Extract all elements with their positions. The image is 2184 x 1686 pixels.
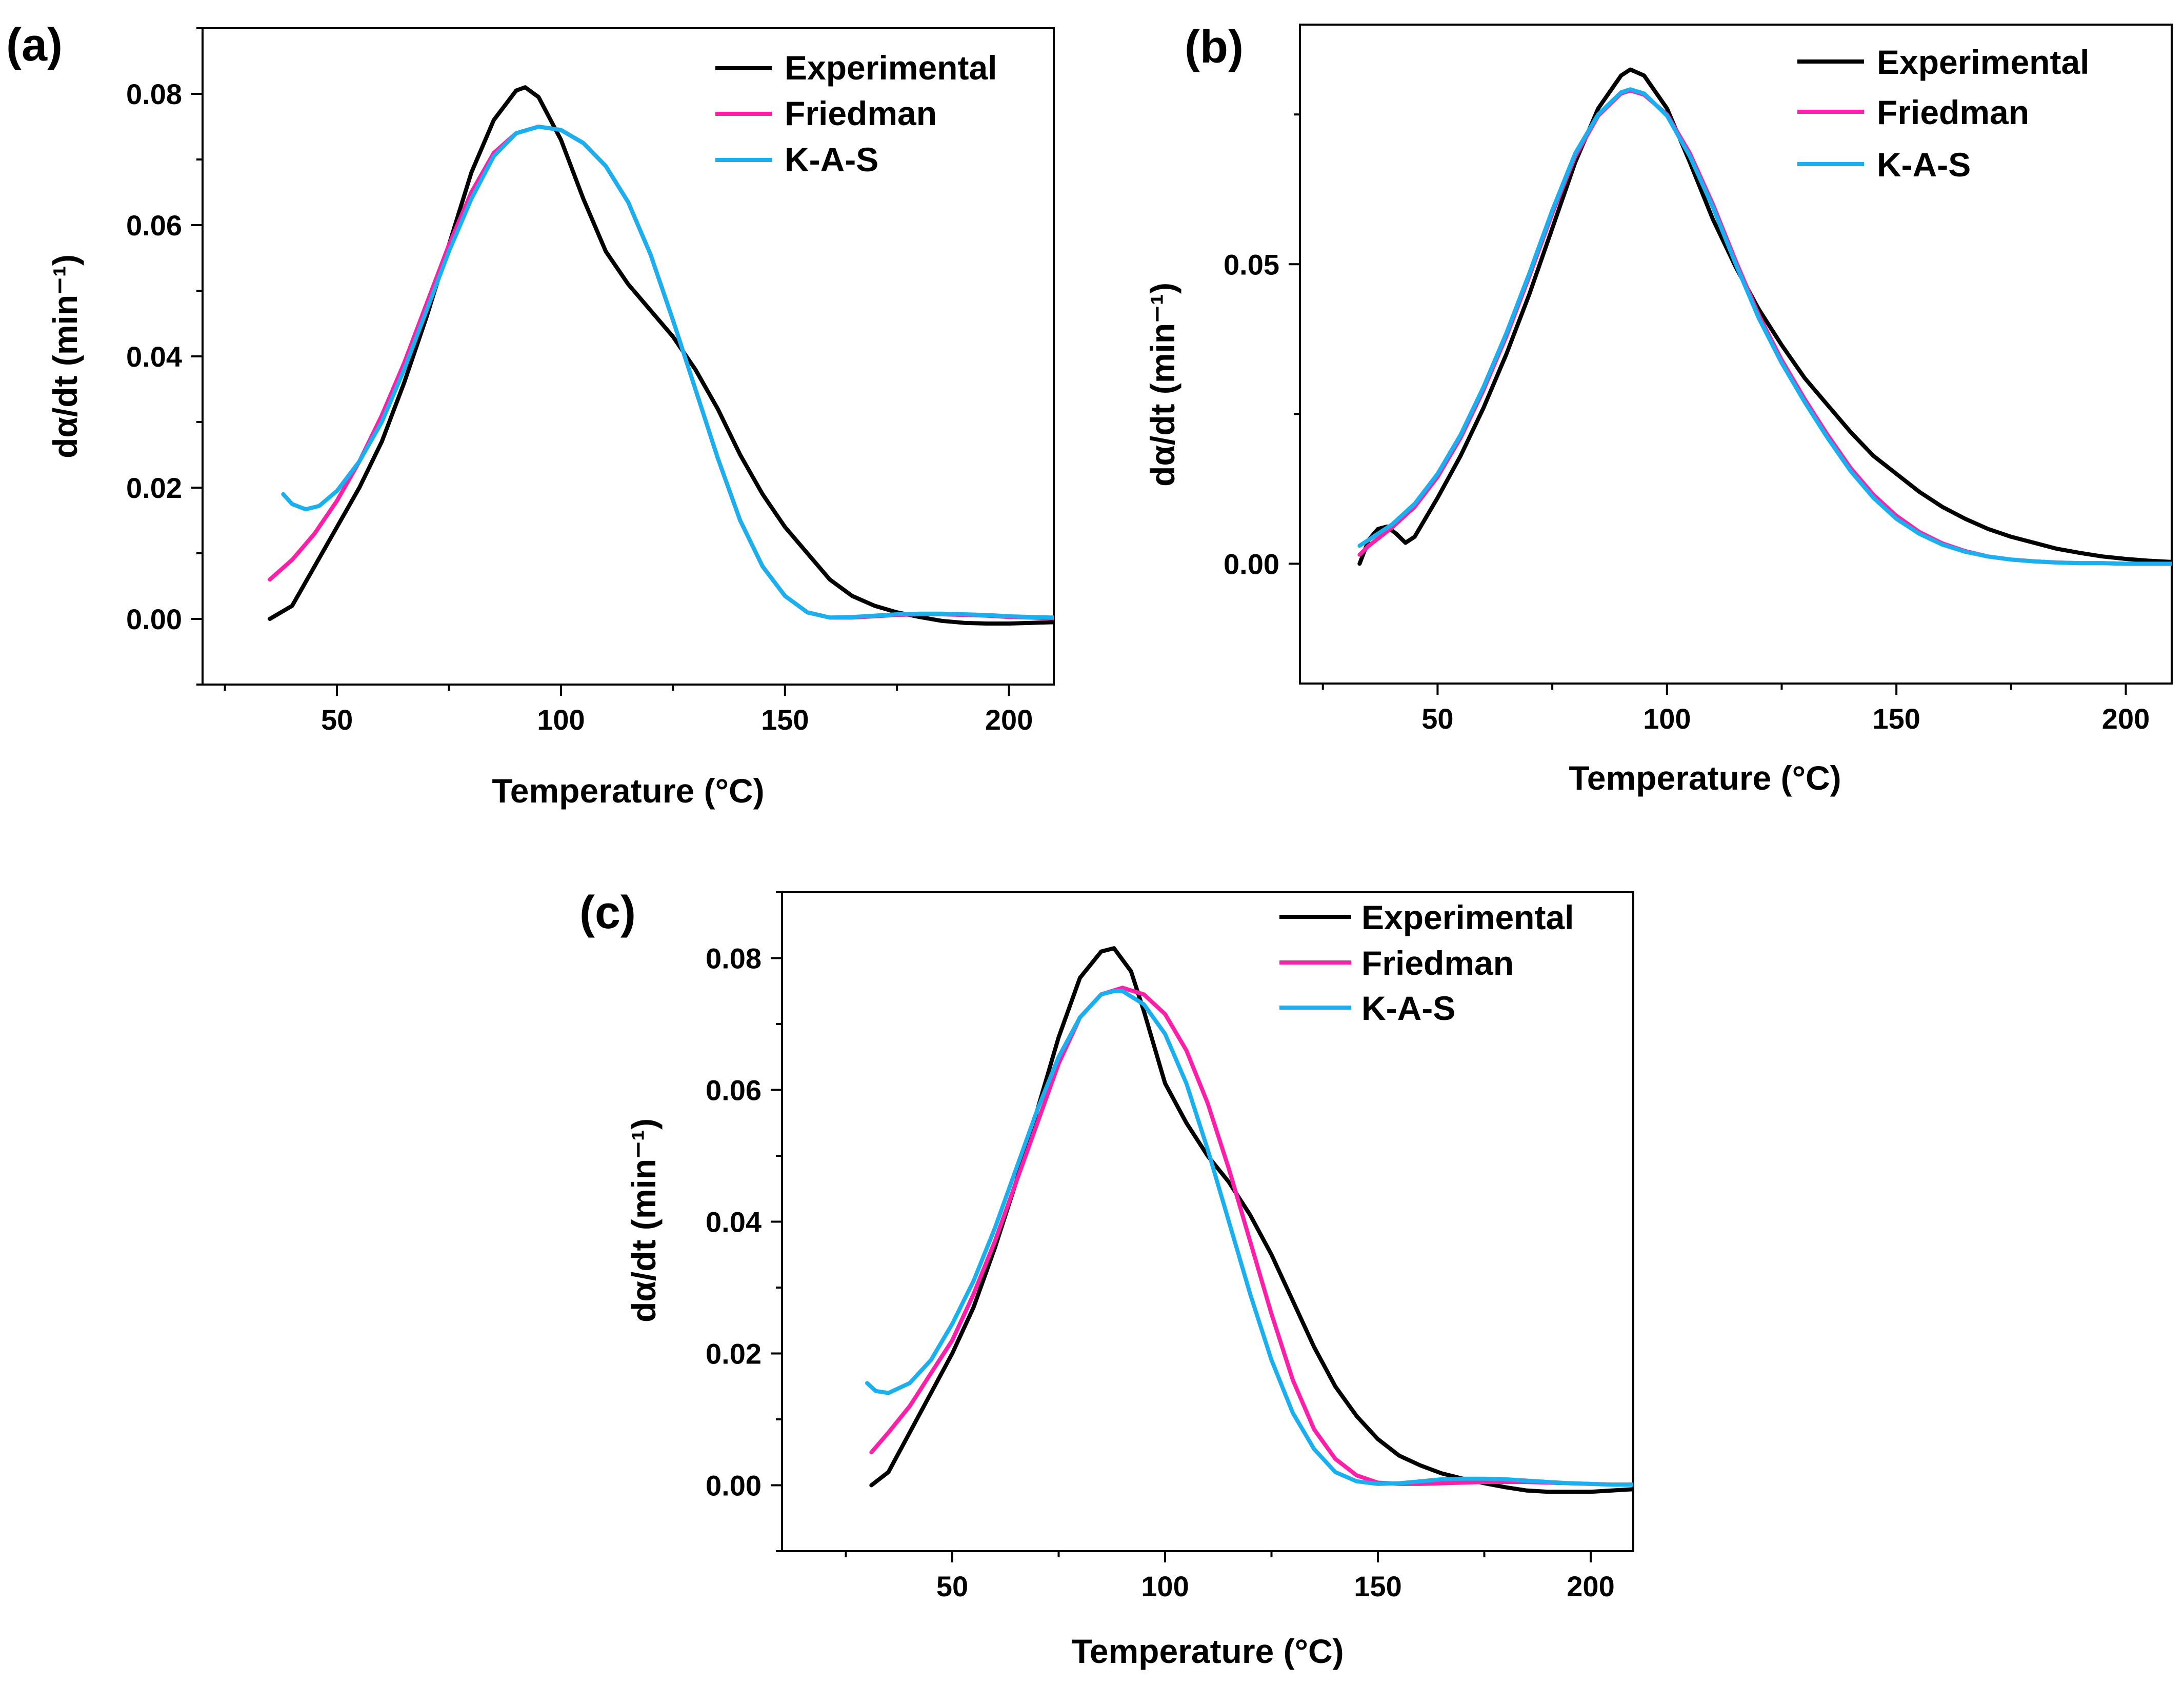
panel-a-series (268, 85, 1054, 626)
panel-c-y-tick-label: 0.00 (706, 1470, 762, 1502)
panel-a-x-tick-label: 150 (761, 704, 809, 736)
panel-b: (b) 50 100 150 200 0.00 0.05 Temperature (°C… (1144, 22, 2173, 797)
panel-b-y-tick-label: 0.00 (1224, 548, 1279, 580)
panel-a-legend: Experimental Friedman K-A-S (715, 49, 997, 178)
panel-b-y-axis-title: dα/dt (min⁻¹) (1144, 283, 1181, 487)
panel-a-x-axis-title: Temperature (°C) (492, 772, 764, 810)
panel-a-ticks (191, 27, 1010, 696)
panel-a-series-friedman (268, 125, 1054, 620)
panel-a-y-tick-label: 0.08 (126, 78, 182, 110)
panel-c-y-tick-label: 0.06 (706, 1074, 762, 1107)
panel-b-x-tick-label: 50 (1421, 702, 1453, 735)
legend-label-kas: K-A-S (1877, 146, 1971, 184)
panel-c-series-friedman (869, 986, 1633, 1487)
panel-a-x-tick-label: 200 (985, 704, 1033, 736)
legend-label-experimental: Experimental (1877, 43, 2090, 81)
panel-c-x-tick-labels: 50 100 150 200 (936, 1570, 1615, 1602)
panel-c-legend: Experimental Friedman K-A-S (1279, 898, 1574, 1027)
panel-c-y-tick-label: 0.04 (706, 1206, 762, 1238)
panel-c-series (865, 946, 1633, 1494)
panel-c: (c) 50 100 150 200 0.00 0.02 0.04 0.06 0.08 Tem… (579, 887, 1634, 1670)
panel-b-series (1357, 67, 2172, 566)
panel-b-y-tick-labels: 0.00 0.05 (1224, 248, 1279, 580)
panel-c-x-axis-title: Temperature (°C) (1071, 1632, 1344, 1670)
legend-label-kas: K-A-S (1361, 989, 1455, 1027)
panel-c-label: (c) (579, 887, 636, 938)
panel-a-y-axis-title: dα/dt (min⁻¹) (46, 254, 84, 458)
panel-a-x-tick-label: 50 (321, 704, 353, 736)
panel-a-y-tick-label: 0.04 (126, 340, 182, 373)
panel-b-label: (b) (1185, 22, 1244, 73)
panel-a: (a) 50 100 150 200 0.00 0.02 0.04 0.06 0.08 Tem… (6, 19, 1055, 810)
panel-b-legend: Experimental Friedman K-A-S (1797, 43, 2090, 184)
legend-label-kas: K-A-S (785, 140, 878, 178)
legend-label-experimental: Experimental (1361, 898, 1574, 936)
legend-label-friedman: Friedman (785, 94, 937, 132)
panel-b-plot-frame (1299, 24, 2173, 685)
legend-label-friedman: Friedman (1877, 93, 2029, 131)
panel-b-ticks (1289, 113, 2127, 695)
legend-label-experimental: Experimental (785, 49, 997, 87)
panel-a-y-tick-labels: 0.00 0.02 0.04 0.06 0.08 (126, 78, 182, 635)
panel-c-x-tick-label: 100 (1141, 1570, 1189, 1602)
panel-c-y-axis-title: dα/dt (min⁻¹) (625, 1118, 663, 1322)
panel-c-y-tick-label: 0.08 (706, 942, 762, 975)
panel-a-label: (a) (6, 19, 63, 71)
panel-c-x-tick-label: 150 (1354, 1570, 1401, 1602)
panel-c-x-tick-label: 50 (936, 1570, 968, 1602)
legend-label-friedman: Friedman (1361, 944, 1514, 982)
panel-b-x-tick-labels: 50 100 150 200 (1421, 702, 2150, 735)
panel-a-y-tick-label: 0.02 (126, 472, 182, 504)
panel-c-y-tick-labels: 0.00 0.02 0.04 0.06 0.08 (706, 942, 762, 1502)
panel-c-series-k-a-s (865, 989, 1633, 1487)
panel-b-y-tick-label: 0.05 (1224, 248, 1279, 280)
panel-b-x-tick-label: 200 (2102, 702, 2150, 735)
panel-a-series-k-a-s (281, 125, 1054, 620)
panel-b-series-experimental (1357, 67, 2172, 566)
panel-a-y-tick-label: 0.00 (126, 603, 182, 635)
panel-c-series-experimental (869, 946, 1633, 1494)
panel-b-x-tick-label: 150 (1872, 702, 1920, 735)
panel-a-series-experimental (268, 85, 1054, 626)
panel-c-plot-frame (781, 891, 1634, 1552)
panel-c-ticks (771, 891, 1592, 1562)
panel-b-x-tick-label: 100 (1643, 702, 1691, 735)
panel-c-y-tick-label: 0.02 (706, 1338, 762, 1370)
panel-a-x-tick-label: 100 (537, 704, 585, 736)
panel-b-x-axis-title: Temperature (°C) (1569, 759, 1841, 797)
panel-a-x-tick-labels: 50 100 150 200 (321, 704, 1033, 736)
panel-c-x-tick-label: 200 (1567, 1570, 1614, 1602)
panel-b-series-k-a-s (1357, 87, 2172, 566)
panel-a-y-tick-label: 0.06 (126, 209, 182, 242)
